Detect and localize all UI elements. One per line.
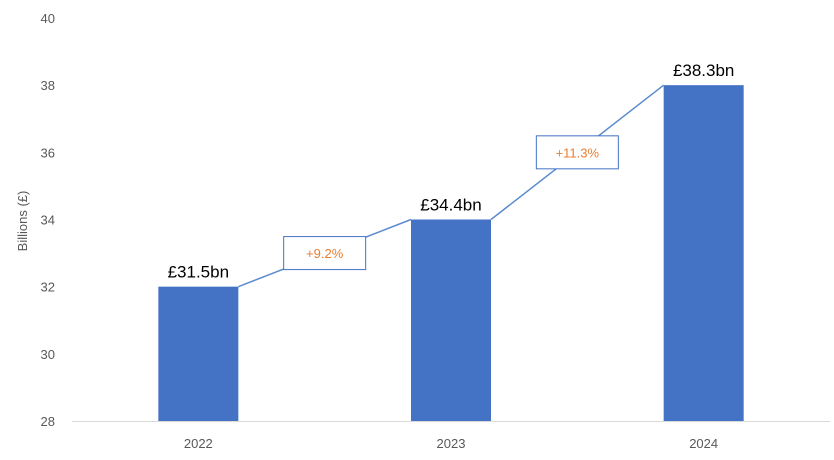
y-tick-label: 28: [41, 414, 55, 429]
y-tick-label: 32: [41, 280, 55, 295]
growth-callout-box: [283, 236, 367, 271]
growth-label: +11.3%: [556, 145, 600, 160]
x-tick-label: 2023: [437, 436, 466, 451]
x-tick-label: 2024: [689, 436, 718, 451]
growth-callout-box: [535, 135, 619, 170]
y-tick-label: 34: [41, 213, 55, 228]
growth-callout: +9.2%: [283, 236, 367, 271]
growth-callout: +11.3%: [535, 135, 619, 170]
bar-2024: [663, 85, 744, 422]
data-label: £34.4bn: [420, 196, 481, 215]
y-tick-label: 30: [41, 347, 55, 362]
bar-2022: [158, 286, 239, 421]
y-axis-title: Billions (£): [15, 191, 30, 252]
x-tick-label: 2022: [184, 436, 213, 451]
y-tick-label: 40: [41, 11, 55, 26]
y-tick-label: 36: [41, 145, 55, 160]
y-tick-label: 38: [41, 78, 55, 93]
data-label: £31.5bn: [168, 263, 229, 282]
data-label: £38.3bn: [673, 61, 734, 80]
growth-label: +9.2%: [306, 246, 344, 261]
bar-2023: [411, 219, 491, 421]
